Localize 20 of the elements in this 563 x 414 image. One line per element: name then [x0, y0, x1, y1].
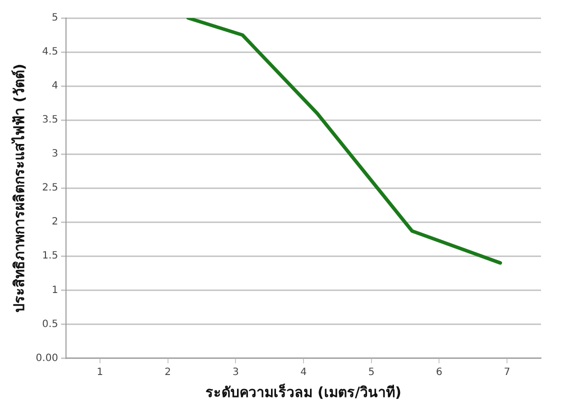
y-tick-label: 3 — [52, 148, 58, 160]
y-tick-label: 1.5 — [42, 250, 58, 262]
y-tick-label: 2 — [52, 216, 58, 228]
x-tick-label: 6 — [436, 366, 442, 378]
y-tick-label: 4.5 — [42, 46, 58, 58]
y-tick-label: 1 — [52, 284, 58, 296]
y-tick-label: 4 — [52, 80, 58, 92]
y-tick-label: 5 — [52, 12, 58, 24]
y-tick-label: 0.00 — [36, 352, 58, 364]
x-tick-label: 2 — [164, 366, 172, 378]
x-tick-label: 1 — [96, 366, 104, 378]
y-tick-label: 3.5 — [42, 114, 58, 126]
x-tick-label: 4 — [300, 366, 307, 378]
y-tick-label: 2.5 — [42, 182, 58, 194]
y-axis-title: ประสิทธิภาพการผลิตกระแสไฟฟ้า (วัตต์) — [10, 64, 28, 312]
x-tick-label: 7 — [504, 366, 510, 378]
x-tick-label: 5 — [368, 366, 375, 378]
x-axis-title: ระดับความเร็วลม (เมตร/วินาที) — [206, 383, 402, 402]
x-tick-label: 3 — [232, 366, 239, 378]
y-tick-label: 0.5 — [42, 318, 58, 330]
